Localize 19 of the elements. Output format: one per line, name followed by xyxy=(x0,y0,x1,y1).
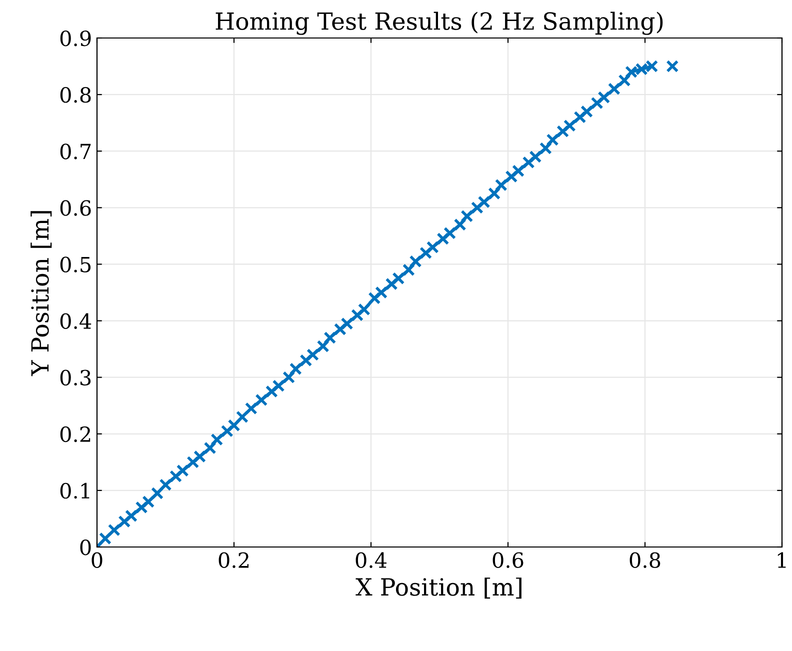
y-tick-label: 0.9 xyxy=(60,30,91,46)
x-tick-label: 0.4 xyxy=(356,552,387,568)
x-tick-label: 0.6 xyxy=(492,552,524,568)
x-tick-label: 1 xyxy=(778,552,786,568)
y-tick-label: 0.3 xyxy=(60,370,91,386)
y-tick-label: 0.4 xyxy=(60,313,92,329)
y-tick-label: 0.7 xyxy=(60,144,91,160)
chart-title: Homing Test Results (2 Hz Sampling) xyxy=(216,12,663,35)
x-tick-label: 0 xyxy=(92,552,102,568)
y-tick-label: 0.1 xyxy=(60,482,90,499)
y-tick-label: 0.8 xyxy=(60,87,91,103)
y-tick-label: 0 xyxy=(80,539,91,556)
x-tick-label: 0.2 xyxy=(218,552,249,568)
y-tick-label: 0.2 xyxy=(60,426,90,442)
y-axis-title: Y Position [m] xyxy=(30,211,52,376)
x-tick-label: 0.8 xyxy=(630,552,660,568)
y-tick-label: 0.5 xyxy=(60,256,91,272)
x-axis-title: X Position [m] xyxy=(356,578,522,599)
y-tick-label: 0.6 xyxy=(60,200,91,216)
